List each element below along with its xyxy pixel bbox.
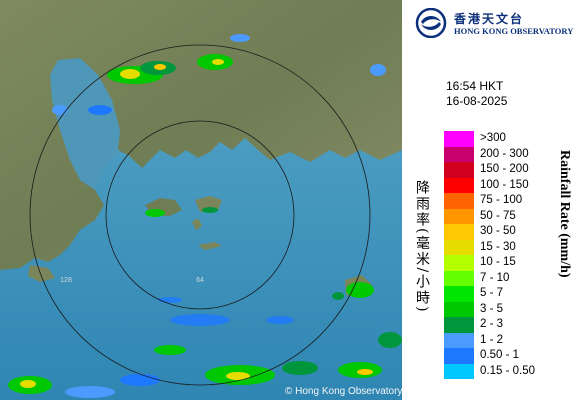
range-ring-inner [105,120,295,310]
legend-label: 50 - 75 [480,209,516,222]
legend-label: 30 - 50 [480,225,516,237]
observation-time: 16:54 HKT [446,79,504,93]
legend-label: 15 - 30 [480,240,516,253]
copyright-watermark: © Hong Kong Observatory [285,386,402,397]
legend-label: 200 - 300 [480,147,529,160]
west-islands [28,265,55,282]
legend-swatch [444,255,474,271]
legend-swatch [444,301,474,317]
legend-swatch [444,363,474,379]
legend-label: 3 - 5 [480,302,504,315]
org-name-chinese: 香港天文台 [454,12,525,26]
radar-map[interactable]: 64 128 © Hong Kong Observatory [0,0,402,400]
rain-echoes [8,34,402,398]
legend-swatch [444,146,474,162]
legend-swatch [444,317,474,333]
legend-swatch [444,131,474,147]
observatory-emblem-icon [415,8,447,38]
legend-label: 75 - 100 [480,194,523,206]
legend-label: 100 - 150 [480,178,529,191]
legend-swatch [444,332,474,348]
legend-label: 1 - 2 [480,333,504,346]
observation-date: 16-08-2025 [446,94,508,108]
pearl-river-estuary [50,58,120,190]
legend-swatch [444,286,474,302]
lamma-island [192,218,202,230]
legend-swatch [444,348,474,364]
legend-label: 0.15 - 0.50 [480,364,535,377]
legend-label: 0.50 - 1 [480,349,519,361]
info-panel: 香港天文台 HONG KONG OBSERVATORY 16:54 HKT 16… [402,0,577,400]
legend-swatch [444,162,474,178]
legend-swatch [444,193,474,209]
legend-swatch [444,177,474,193]
range-ring-label-inner: 64 [196,277,204,284]
legend-label: 2 - 3 [480,318,504,330]
org-name-english: HONG KONG OBSERVATORY [454,26,574,36]
legend-swatch [444,239,474,255]
range-ring-label-outer: 128 [60,277,72,284]
legend-label: 7 - 10 [480,271,510,284]
legend-swatch [444,224,474,240]
mainland-landmass [0,0,402,270]
legend-label: 5 - 7 [480,287,504,299]
legend-swatch [444,208,474,224]
observatory-logo: 香港天文台 HONG KONG OBSERVATORY [414,6,574,42]
legend-label: 10 - 15 [480,256,516,268]
legend-swatch [444,270,474,286]
legend-title-chinese: 降雨率(毫米/小時) [414,180,430,314]
range-ring-outer [29,44,371,386]
islet-south [198,242,222,250]
legend-label: 150 - 200 [480,163,529,175]
legend-label: >300 [480,132,506,144]
legend-title-english: Rainfall Rate (mm/h) [557,150,572,278]
